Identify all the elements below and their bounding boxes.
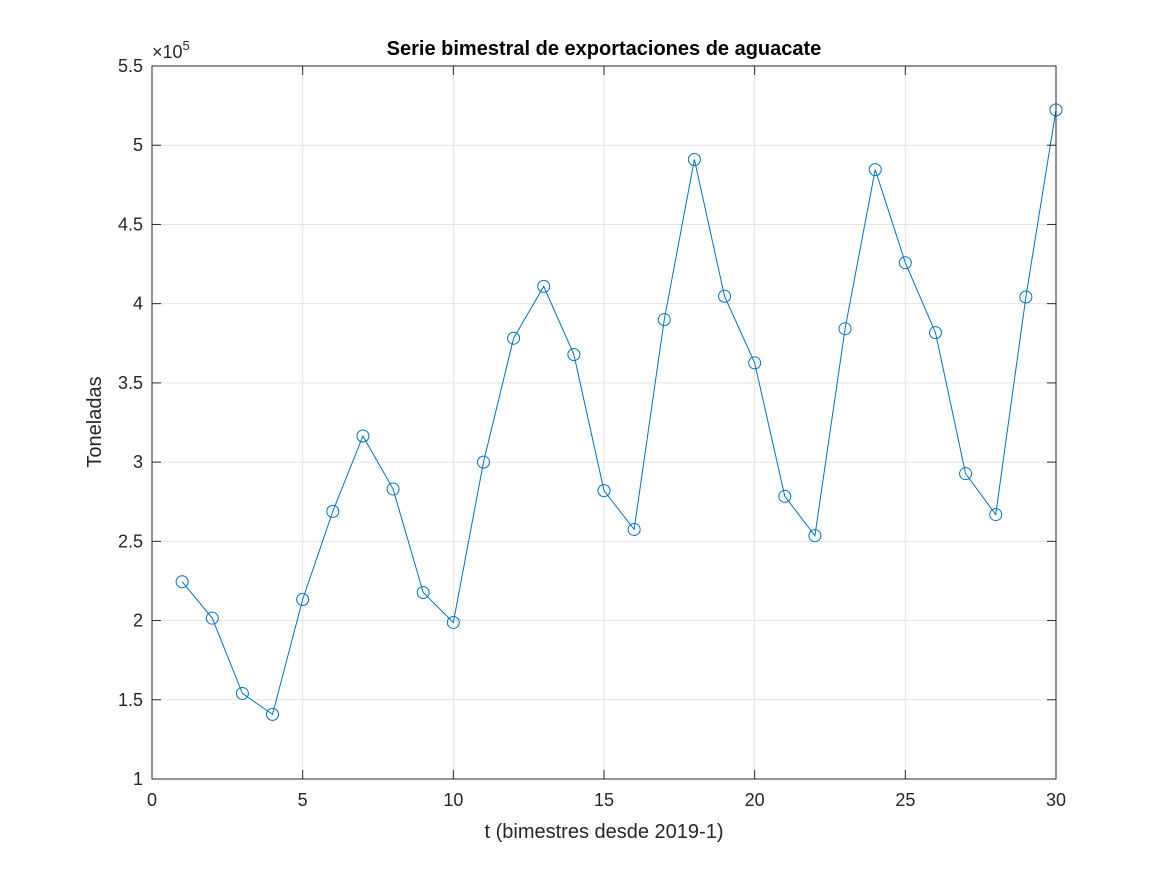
x-tick-label: 5: [298, 790, 308, 810]
y-tick-label: 2: [133, 611, 143, 631]
y-axis-exponent-power: 5: [183, 38, 190, 53]
data-point: [838, 322, 852, 336]
y-tick-label: 5: [133, 135, 143, 155]
data-point: [446, 615, 460, 629]
data-point: [868, 163, 882, 177]
x-tick-label: 25: [895, 790, 915, 810]
data-point: [627, 522, 641, 536]
y-tick-label: 3: [133, 452, 143, 472]
data-point: [898, 256, 912, 270]
data-point: [416, 586, 430, 600]
series-line: [181, 109, 1057, 716]
data-point: [959, 467, 973, 481]
data-point: [205, 611, 219, 625]
x-tick-label: 20: [745, 790, 765, 810]
data-point: [386, 482, 400, 496]
y-tick-label: 1.5: [118, 690, 143, 710]
data-point: [657, 313, 671, 327]
y-tick-label: 5.5: [118, 56, 143, 76]
data-point: [778, 489, 792, 503]
y-axis-label: Toneladas: [84, 376, 106, 467]
y-axis-exponent: ×105: [152, 38, 190, 62]
data-point: [687, 152, 701, 166]
y-axis-exponent-base: ×10: [152, 42, 183, 62]
data-point: [1019, 290, 1033, 304]
x-tick-label: 10: [443, 790, 463, 810]
data-point: [476, 455, 490, 469]
data-point: [597, 484, 611, 498]
y-tick-label: 3.5: [118, 373, 143, 393]
data-point: [989, 508, 1003, 522]
data-point: [235, 686, 249, 700]
data-point: [507, 331, 521, 345]
chart-text: Serie bimestral de exportaciones de agua…: [84, 38, 1066, 843]
chart-title: Serie bimestral de exportaciones de agua…: [387, 38, 822, 60]
x-tick-label: 15: [594, 790, 614, 810]
data-point: [808, 529, 822, 543]
data-point: [296, 592, 310, 606]
y-tick-label: 2.5: [118, 531, 143, 551]
data-point: [748, 356, 762, 370]
data-point: [718, 289, 732, 303]
data-point: [175, 575, 189, 589]
x-tick-label: 30: [1046, 790, 1066, 810]
data-point: [567, 348, 581, 362]
y-tick-label: 4.5: [118, 214, 143, 234]
x-tick-label: 0: [147, 790, 157, 810]
data-point: [326, 504, 340, 518]
data-point: [266, 707, 280, 721]
y-tick-label: 4: [133, 294, 143, 314]
y-tick-label: 1: [133, 769, 143, 789]
series-layer: [175, 103, 1063, 721]
data-point: [356, 429, 370, 443]
data-point: [928, 326, 942, 340]
data-point: [537, 279, 551, 293]
x-axis-label: t (bimestres desde 2019-1): [484, 821, 723, 843]
axes: [151, 65, 1057, 780]
